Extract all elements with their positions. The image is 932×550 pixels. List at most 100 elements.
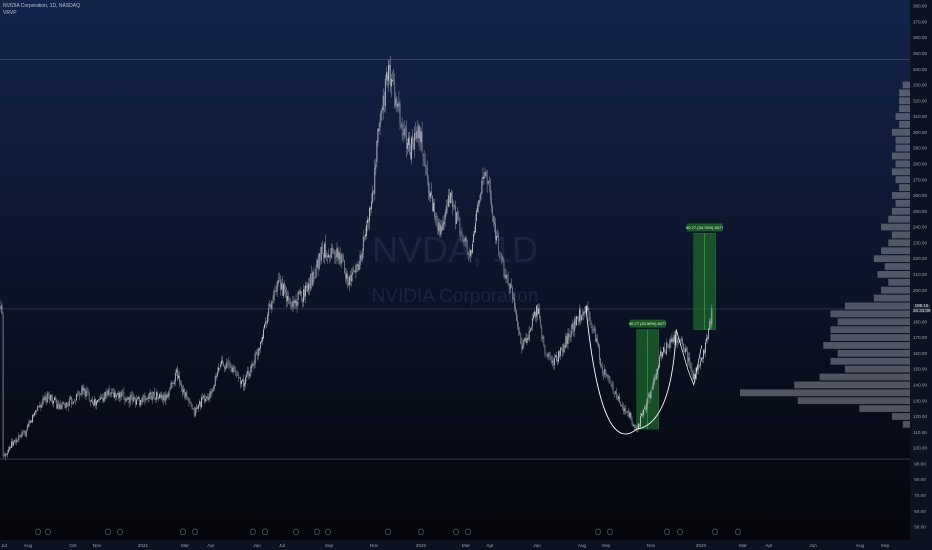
candle-body	[40, 404, 42, 408]
candle-body	[237, 374, 239, 378]
candle-body	[656, 368, 658, 375]
candle-body	[476, 210, 477, 221]
candle-body	[185, 392, 187, 398]
candle-body	[315, 268, 317, 278]
candle-body	[451, 192, 452, 198]
candle-body	[179, 376, 180, 384]
candle-body	[356, 264, 358, 267]
candle-body	[11, 441, 12, 448]
candle-body	[221, 360, 222, 365]
candle-body	[269, 304, 271, 307]
price-tick-label: 270.00	[913, 177, 927, 182]
candle-body	[194, 408, 196, 416]
volume-profile-bar	[830, 310, 910, 318]
candle-body	[71, 396, 72, 405]
candle-body	[333, 249, 335, 254]
candle-body	[512, 287, 513, 299]
price-tick-label: 50.00	[914, 525, 926, 530]
candle-body	[281, 283, 282, 290]
candle-body	[603, 373, 605, 376]
candle-body	[121, 392, 123, 397]
candle-body	[338, 252, 340, 260]
candle-body	[165, 394, 167, 401]
price-tick-label: 70.00	[914, 493, 926, 498]
candle-body	[73, 401, 74, 404]
candle-body	[254, 353, 256, 364]
candle-body	[575, 318, 576, 325]
candle-body	[376, 141, 378, 163]
candle-body	[186, 391, 188, 399]
candle-body	[413, 143, 414, 148]
candle-body	[97, 400, 98, 403]
price-tick-label: 110.00	[913, 430, 927, 435]
time-axis[interactable]: Jul Aug Oct Nov 2021 Mar Apr Jun Jul Sep Nov 2022 Ma…	[1, 543, 889, 548]
candle-body	[89, 400, 91, 403]
candle-body	[672, 339, 674, 343]
candle-body	[58, 403, 60, 410]
candle-body	[325, 242, 326, 259]
candle-body	[452, 199, 453, 208]
candle-body	[328, 254, 329, 258]
candle-body	[235, 372, 237, 375]
candle-body	[35, 410, 36, 413]
candle-body	[262, 337, 263, 342]
candle-body	[48, 395, 50, 401]
candle-body	[420, 131, 422, 143]
time-tick-label: Sep	[602, 543, 611, 548]
candle-body	[536, 305, 537, 317]
candle-body	[686, 348, 687, 351]
candle-body	[308, 283, 309, 291]
candle-body	[368, 221, 369, 222]
candle-body	[192, 408, 194, 409]
candle-body	[675, 341, 677, 344]
watermark-ticker: NVDA, 1D	[372, 229, 538, 270]
candle-body	[577, 317, 578, 319]
price-tick-label: 290.00	[913, 146, 927, 151]
volume-profile-bar	[899, 121, 910, 128]
price-tick-label: 210.00	[913, 272, 927, 277]
candle-body	[81, 386, 83, 394]
candle-body	[528, 331, 530, 341]
candle-body	[216, 371, 218, 376]
candle-body	[334, 252, 336, 259]
candle-body	[635, 427, 637, 429]
candle-body	[691, 367, 693, 373]
candle-body	[563, 344, 565, 353]
candle-body	[215, 376, 217, 378]
candle-body	[290, 302, 292, 306]
candle-body	[109, 393, 111, 395]
candle-body	[597, 338, 598, 343]
candle-body	[14, 440, 15, 442]
candle-body	[547, 353, 549, 357]
symbol-title[interactable]: NVIDIA Corporation, 1D, NASDAQ	[3, 3, 80, 9]
candle-body	[537, 306, 538, 315]
candle-body	[283, 284, 284, 297]
time-tick-label: Mar	[739, 543, 747, 548]
candle-body	[261, 340, 262, 343]
candle-body	[229, 365, 231, 366]
candle-body	[76, 393, 77, 400]
candle-body	[649, 393, 651, 400]
candle-body	[431, 191, 432, 195]
candle-body	[499, 252, 501, 254]
price-tick-label: 330.00	[913, 83, 927, 88]
candle-body	[474, 231, 475, 234]
candle-body	[153, 391, 155, 398]
candle-body	[473, 233, 474, 243]
candle-body	[585, 310, 587, 313]
candle-body	[78, 393, 80, 395]
candle-body	[346, 274, 347, 279]
candle-body	[347, 273, 348, 282]
candle-body	[438, 222, 440, 232]
candle-body	[403, 128, 405, 136]
candle-body	[118, 393, 119, 399]
indicator-label[interactable]: VRVP	[3, 10, 17, 16]
candle-body	[506, 275, 508, 278]
candle-body	[646, 402, 648, 410]
candle-body	[50, 395, 51, 401]
candle-body	[549, 356, 551, 357]
candle-body	[159, 393, 160, 399]
candle-body	[605, 369, 607, 376]
candle-body	[326, 255, 327, 257]
